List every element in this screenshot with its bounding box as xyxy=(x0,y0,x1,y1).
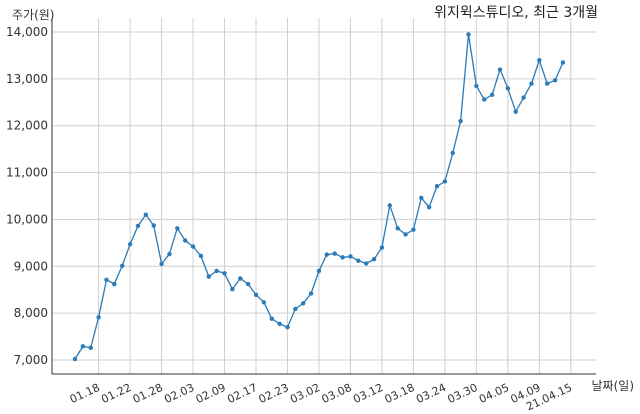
data-point xyxy=(253,292,259,298)
data-point xyxy=(521,95,526,100)
x-tick-label: 02.23 xyxy=(257,381,291,406)
data-point xyxy=(301,301,306,306)
data-point xyxy=(411,227,416,232)
x-tick-label: 02.09 xyxy=(194,381,228,406)
data-point xyxy=(175,226,180,231)
y-tick-label: 8,000 xyxy=(14,306,48,320)
data-point xyxy=(513,109,518,114)
data-point xyxy=(442,179,448,184)
data-point xyxy=(545,81,550,86)
data-point xyxy=(379,245,385,250)
data-point xyxy=(505,86,511,91)
x-tick-label: 02.17 xyxy=(225,381,259,406)
data-point xyxy=(356,258,361,263)
y-tick-label: 7,000 xyxy=(14,353,48,367)
data-point xyxy=(269,316,274,321)
data-point xyxy=(190,244,196,249)
y-axis-label: 주가(원) xyxy=(12,8,55,22)
data-point xyxy=(371,257,377,262)
data-point xyxy=(230,287,235,292)
data-point xyxy=(104,277,109,283)
x-tick-label: 03.02 xyxy=(288,381,322,406)
data-point xyxy=(489,92,495,98)
data-point xyxy=(403,232,408,237)
data-point xyxy=(387,203,392,208)
data-point xyxy=(214,268,219,274)
x-tick-label: 03.12 xyxy=(351,381,385,406)
data-point xyxy=(552,78,558,83)
data-point xyxy=(332,251,337,256)
data-point xyxy=(167,251,172,257)
x-tick-label: 01.28 xyxy=(131,381,165,406)
data-point xyxy=(151,223,156,228)
y-tick-label: 13,000 xyxy=(6,72,48,86)
x-tick-label: 01.22 xyxy=(99,381,133,406)
data-point xyxy=(458,118,463,124)
y-tick-label: 9,000 xyxy=(14,259,48,273)
data-point xyxy=(285,324,290,330)
data-point xyxy=(529,81,534,86)
data-point xyxy=(198,253,204,259)
data-point xyxy=(135,223,141,229)
data-point xyxy=(419,195,424,201)
data-point xyxy=(245,281,251,287)
data-point xyxy=(466,32,471,37)
y-tick-label: 11,000 xyxy=(6,166,48,180)
x-axis-label: 날짜(일) xyxy=(591,379,634,393)
data-point xyxy=(238,276,243,281)
data-point xyxy=(482,97,487,102)
data-point xyxy=(159,261,164,267)
data-point xyxy=(474,83,479,89)
data-point xyxy=(206,274,211,279)
data-point xyxy=(348,254,353,259)
data-point xyxy=(182,238,188,243)
x-tick-label: 03.24 xyxy=(414,381,448,406)
data-point xyxy=(308,291,314,296)
data-point xyxy=(497,67,503,72)
x-tick-label: 03.30 xyxy=(446,381,480,406)
x-tick-label: 03.08 xyxy=(320,381,354,406)
data-point xyxy=(96,315,101,320)
data-point xyxy=(143,212,149,217)
y-tick-label: 10,000 xyxy=(6,212,48,226)
x-tick-label: 04.05 xyxy=(477,381,511,406)
data-point xyxy=(277,321,282,327)
x-tick-label: 02.03 xyxy=(162,381,196,406)
data-point xyxy=(316,268,322,274)
data-point xyxy=(72,356,78,362)
data-point xyxy=(363,261,369,266)
data-point xyxy=(261,300,267,305)
data-point xyxy=(434,183,440,189)
chart-title: 위지윅스튜디오, 최근 3개월 xyxy=(434,5,598,21)
data-point xyxy=(127,242,133,247)
data-point xyxy=(324,252,330,257)
data-point xyxy=(426,205,432,210)
data-point xyxy=(450,150,455,156)
data-point xyxy=(88,345,93,350)
data-point xyxy=(340,255,345,260)
data-point xyxy=(222,271,227,276)
data-point xyxy=(112,281,117,287)
data-point xyxy=(395,226,400,231)
data-point xyxy=(120,263,125,268)
data-point xyxy=(560,60,566,65)
data-point xyxy=(80,344,86,349)
data-point xyxy=(537,57,542,63)
y-tick-label: 14,000 xyxy=(6,25,48,39)
y-tick-label: 12,000 xyxy=(6,119,48,133)
x-tick-label: 01.18 xyxy=(68,381,102,406)
data-point xyxy=(293,306,298,312)
x-tick-label: 03.18 xyxy=(383,381,417,406)
